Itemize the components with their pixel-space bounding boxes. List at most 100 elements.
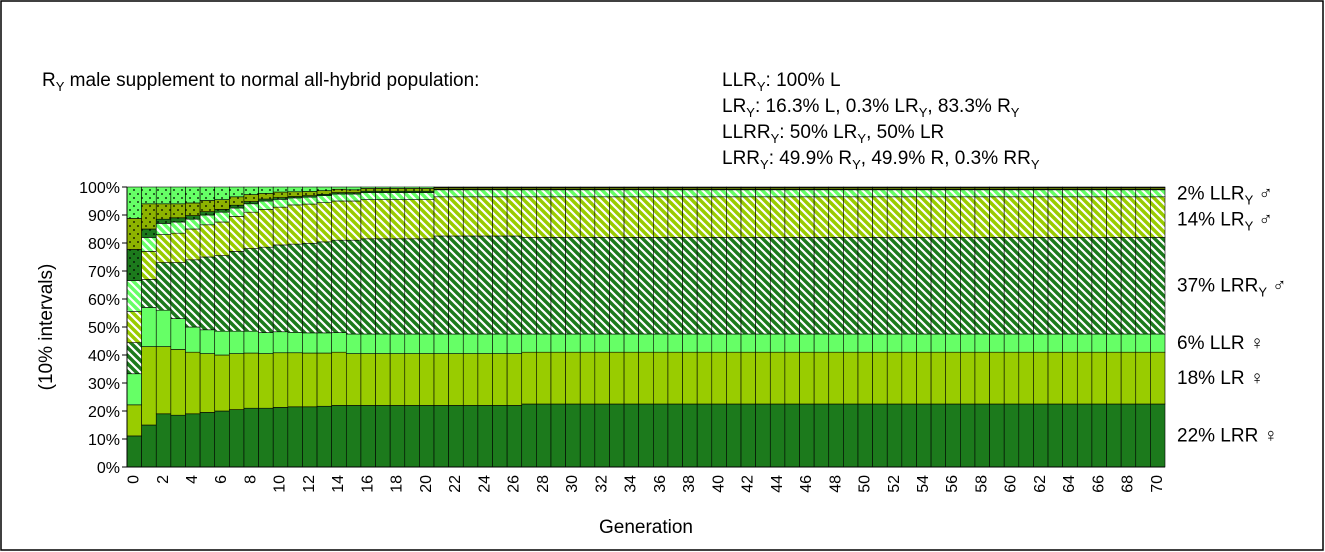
bar-segment	[696, 189, 713, 198]
bar-segment	[229, 330, 245, 354]
bar-segment	[711, 333, 727, 353]
bar-segment	[799, 186, 815, 188]
bar-segment	[1018, 189, 1034, 198]
bar-segment	[755, 333, 771, 353]
x-tick-label: 70	[1149, 475, 1166, 493]
bar-segment	[141, 228, 157, 238]
bar-segment	[945, 196, 961, 238]
bar-segment	[813, 196, 830, 238]
bar-segment	[389, 405, 406, 468]
bar-segment	[930, 186, 947, 188]
bar-segment	[302, 406, 318, 468]
bar-segment	[609, 237, 625, 335]
x-tick-label: 2	[155, 475, 172, 484]
bar-segment	[287, 406, 303, 468]
bar-segment	[711, 196, 727, 238]
bar-segment	[287, 191, 303, 197]
bar-segment	[316, 202, 332, 243]
bar-segment	[799, 403, 815, 468]
bar-segment	[331, 351, 347, 406]
bar-segment	[404, 405, 420, 468]
bar-segment	[272, 186, 289, 193]
bar-segment	[872, 196, 888, 238]
bar-segment	[843, 196, 859, 238]
bar-segment	[1135, 186, 1151, 188]
bar-segment	[214, 330, 230, 356]
bar-segment	[623, 186, 639, 188]
bar-segment	[565, 237, 581, 335]
bar-segment	[272, 199, 289, 208]
x-axis-label: Generation	[599, 517, 693, 538]
bar-segment	[843, 351, 859, 405]
bar-segment	[711, 186, 727, 188]
series-label: 6% LLR ♀	[1177, 333, 1264, 354]
bar-segment	[360, 199, 376, 240]
bar-segment	[1062, 196, 1078, 238]
bar-segment	[930, 196, 947, 238]
x-tick-label: 50	[857, 475, 874, 493]
bar-segment	[1062, 237, 1078, 335]
bar-segment	[843, 186, 859, 188]
x-tick-label: 34	[623, 475, 640, 493]
bar-segment	[536, 189, 552, 198]
bar-segment	[623, 237, 639, 335]
bar-segment	[272, 244, 289, 333]
text-part: Y	[852, 157, 861, 172]
bar-segment	[1135, 196, 1151, 238]
bar-segment	[448, 333, 464, 354]
bar-segment	[433, 189, 449, 198]
bar-segment	[141, 237, 157, 252]
bar-segment	[726, 186, 742, 188]
text-part: Y	[56, 79, 65, 94]
bar-segment	[536, 403, 552, 468]
bar-segment	[462, 235, 479, 335]
y-tick-label: 20%	[88, 404, 120, 421]
bar-segment	[1150, 189, 1166, 198]
bar-segment	[506, 235, 523, 335]
bar-segment	[667, 403, 683, 468]
bar-segment	[433, 333, 449, 354]
bar-segment	[302, 332, 318, 354]
y-tick-label: 30%	[88, 376, 120, 393]
bar-segment	[1047, 351, 1063, 405]
bar-segment	[901, 189, 917, 198]
bar-segment	[404, 333, 420, 354]
bar-segment	[696, 351, 713, 405]
bar-segment	[170, 262, 186, 319]
bar-segment	[711, 237, 727, 335]
bar-segment	[653, 196, 669, 238]
bar-segment	[1003, 333, 1020, 353]
bar-segment	[1076, 403, 1093, 468]
bar-segment	[667, 186, 683, 188]
bar-segment	[1150, 237, 1166, 335]
x-tick-label: 22	[447, 475, 464, 493]
bar-segment	[638, 186, 654, 188]
bar-segment	[170, 186, 186, 205]
bar-segment	[638, 333, 654, 353]
bar-segment	[331, 405, 347, 468]
bar-segment	[1091, 189, 1107, 198]
bar-segment	[404, 192, 420, 200]
bar-segment	[375, 333, 391, 354]
x-tick-label: 18	[389, 475, 406, 493]
bar-segment	[916, 403, 932, 468]
bar-segment	[565, 196, 581, 238]
text-part: Y	[1245, 192, 1254, 207]
bar-segment	[872, 189, 888, 198]
bar-segment	[886, 196, 903, 238]
y-axis-label: (10% intervals)	[36, 264, 57, 391]
bar-segment	[1003, 237, 1020, 335]
x-tick-label: 12	[301, 475, 318, 493]
text-part: LRR	[722, 148, 760, 169]
bar-segment	[945, 186, 961, 188]
y-tick-label: 90%	[88, 208, 120, 225]
bar-segment	[755, 351, 771, 405]
bar-segment	[492, 353, 508, 406]
bar-segment	[536, 333, 552, 353]
text-part: 37% LRR	[1177, 276, 1258, 297]
bar-segment	[155, 218, 172, 224]
bar-segment	[272, 352, 289, 408]
bar-segment	[1091, 186, 1107, 188]
bar-segment	[1047, 189, 1063, 198]
